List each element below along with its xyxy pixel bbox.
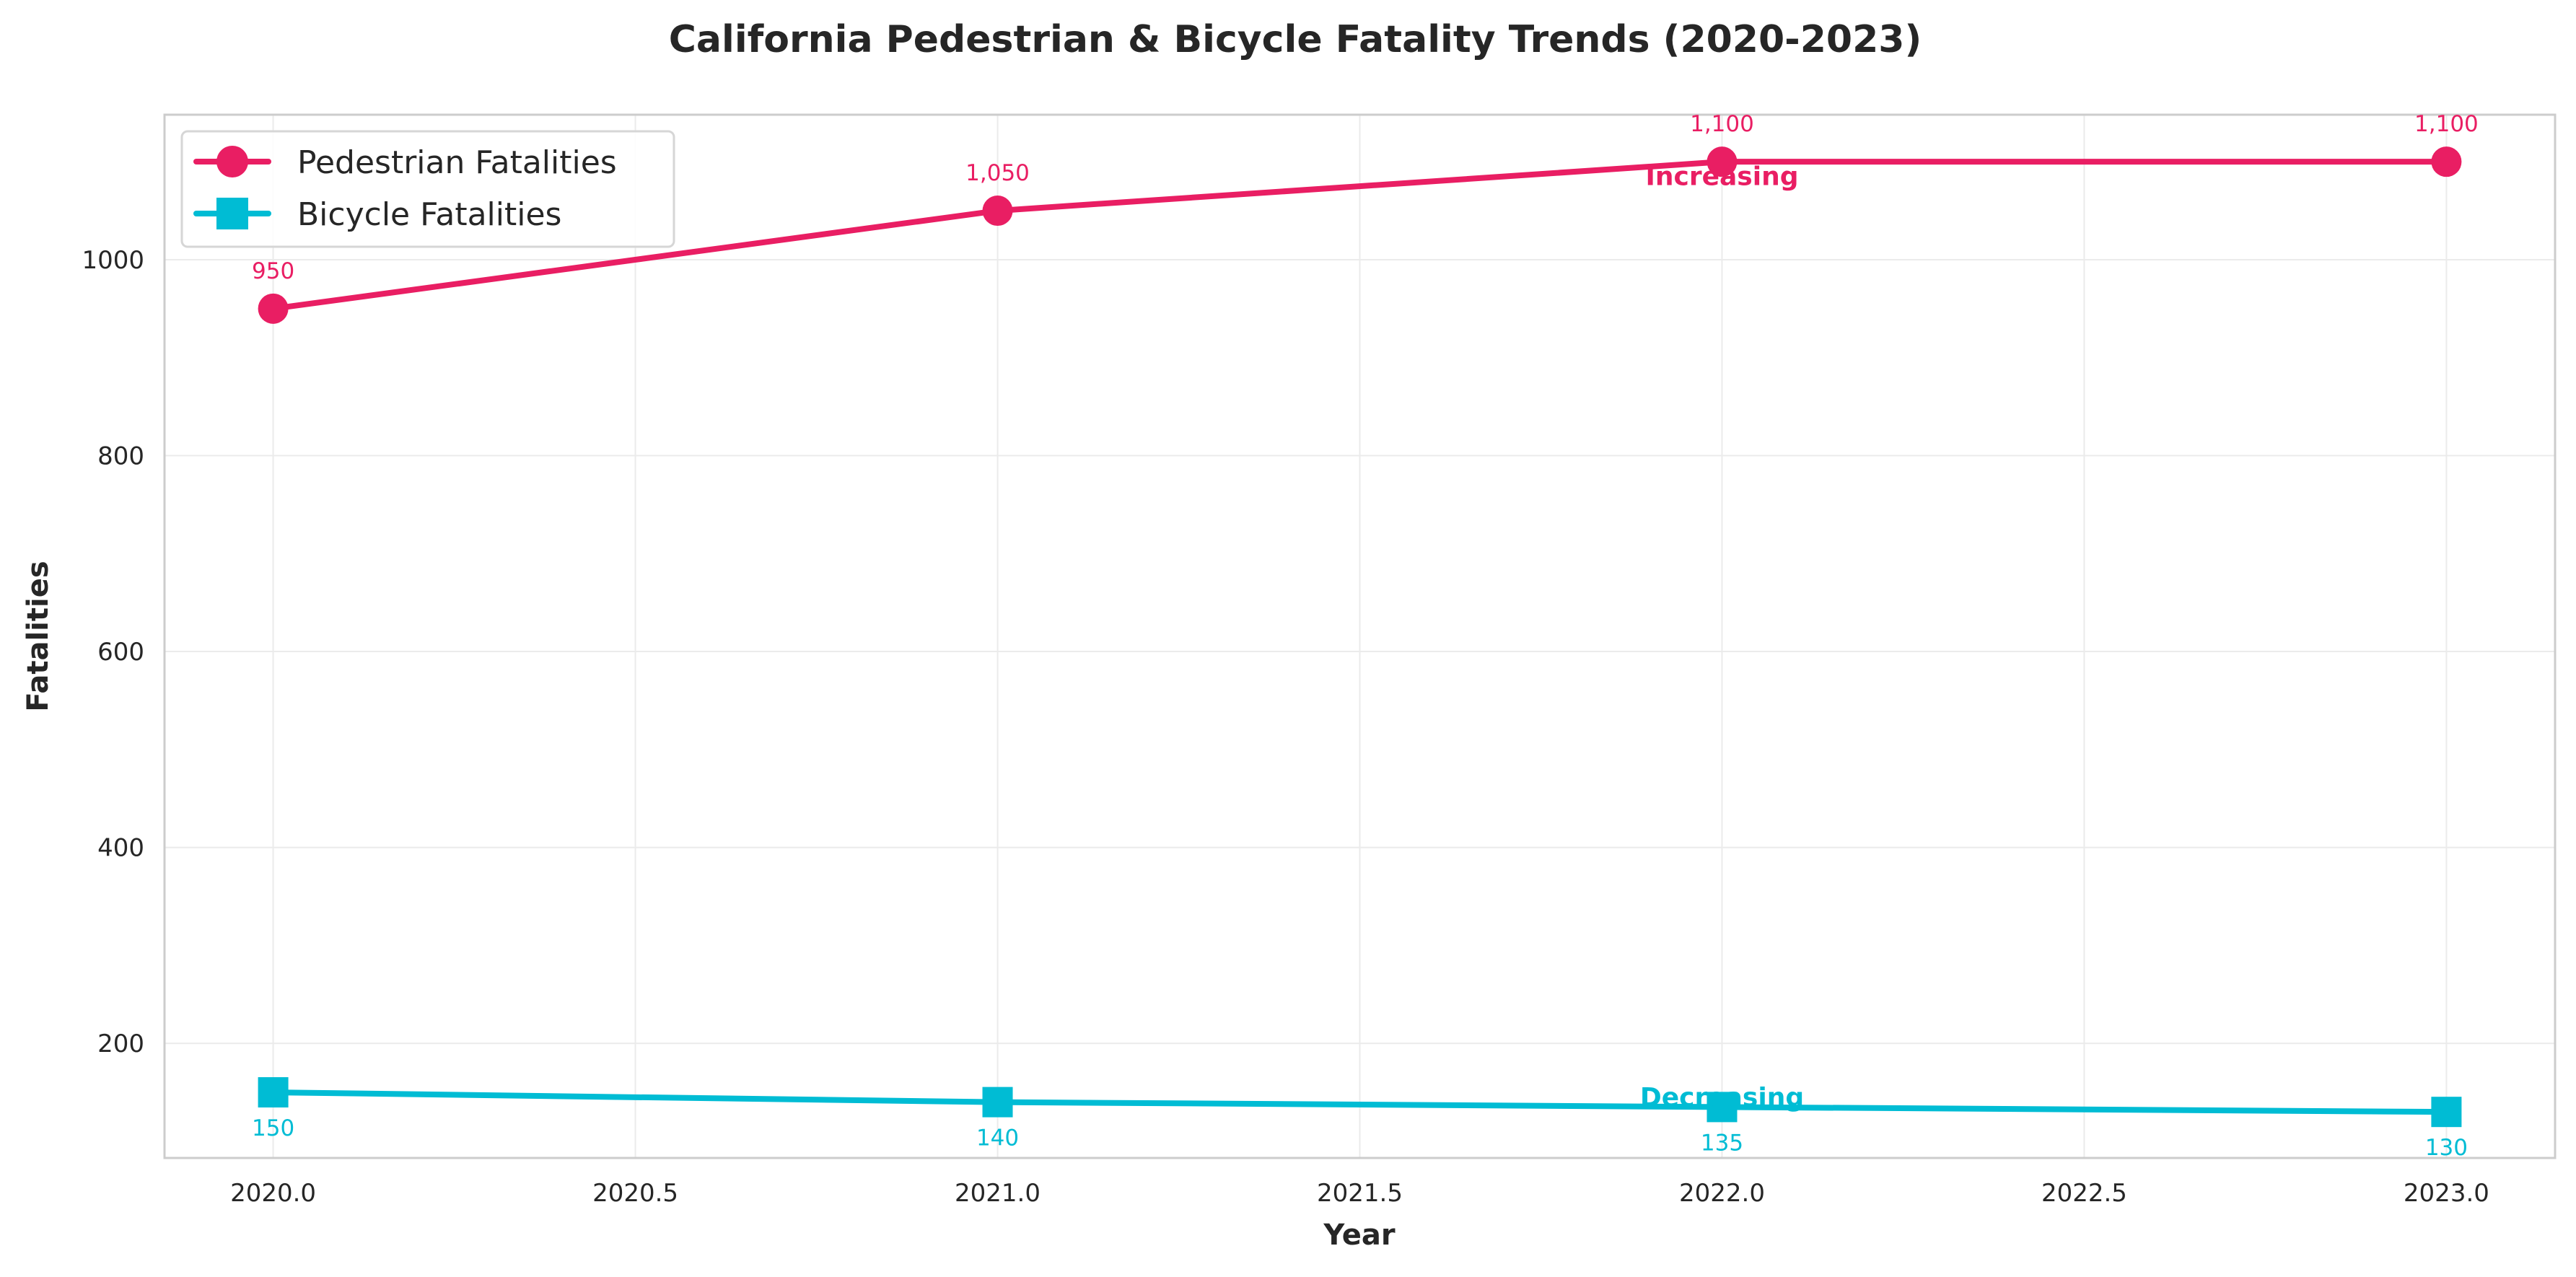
x-axis-label: Year	[1323, 1219, 1395, 1252]
legend-label-bicycle: Bicycle Fatalities	[297, 196, 561, 233]
grid	[165, 115, 2555, 1158]
legend-marker-pedestrian	[216, 146, 248, 177]
x-tick-label: 2021.5	[1317, 1179, 1403, 1208]
data-point-marker	[1707, 146, 1738, 177]
series-line	[273, 159, 2447, 312]
series-bicycle: 150 140 135 130	[252, 1077, 2468, 1161]
data-label: 1,100	[2414, 111, 2479, 137]
series-line	[273, 1089, 2447, 1115]
y-tick-label: 400	[97, 834, 144, 863]
legend-marker-bicycle	[216, 198, 248, 229]
series-pedestrian: 950 1,050 1,100 1,100	[252, 111, 2479, 324]
data-label: 1,050	[965, 160, 1030, 186]
data-point-marker	[1707, 1092, 1738, 1123]
data-point-marker	[258, 1077, 289, 1108]
annotation-label: Decreasing	[1640, 1083, 1804, 1113]
data-point-marker	[2431, 1097, 2462, 1128]
data-label: 1,100	[1690, 111, 1754, 137]
chart-title: California Pedestrian & Bicycle Fatality…	[669, 18, 1922, 61]
y-tick-label: 600	[97, 638, 144, 667]
data-label: 130	[2425, 1135, 2468, 1161]
x-axis-ticks: 2020.0 2020.5 2021.0 2021.5 2022.0 2022.5 2023…	[230, 1179, 2489, 1208]
data-point-marker	[982, 1087, 1013, 1118]
legend-label-pedestrian: Pedestrian Fatalities	[297, 144, 617, 181]
data-label: 950	[252, 258, 294, 284]
y-axis-ticks: 200 400 600 800 1000	[82, 246, 144, 1058]
legend: Pedestrian Fatalities Bicycle Fatalities	[180, 130, 675, 248]
series-group: 950 1,050 1,100 1,100 150 140 135 130	[252, 111, 2479, 1161]
plot-frame	[163, 113, 2557, 1159]
x-tick-label: 2020.5	[592, 1179, 678, 1208]
annotation-label: Increasing	[1645, 162, 1798, 192]
x-tick-label: 2020.0	[230, 1179, 316, 1208]
y-tick-label: 1000	[82, 246, 144, 275]
y-axis-label: Fatalities	[22, 561, 55, 711]
data-point-marker	[258, 293, 289, 324]
y-tick-label: 200	[97, 1030, 144, 1058]
legend-box	[180, 130, 675, 248]
data-point-marker	[982, 196, 1013, 227]
x-tick-label: 2022.5	[2041, 1179, 2127, 1208]
data-label: 150	[252, 1115, 294, 1141]
x-tick-label: 2022.0	[1679, 1179, 1765, 1208]
x-tick-label: 2021.0	[955, 1179, 1041, 1208]
data-label: 140	[976, 1125, 1019, 1151]
x-tick-label: 2023.0	[2404, 1179, 2489, 1208]
data-label: 135	[1701, 1130, 1743, 1156]
annotations: Increasing Decreasing	[1640, 162, 1804, 1113]
data-point-marker	[2431, 146, 2462, 177]
y-tick-label: 800	[97, 442, 144, 470]
